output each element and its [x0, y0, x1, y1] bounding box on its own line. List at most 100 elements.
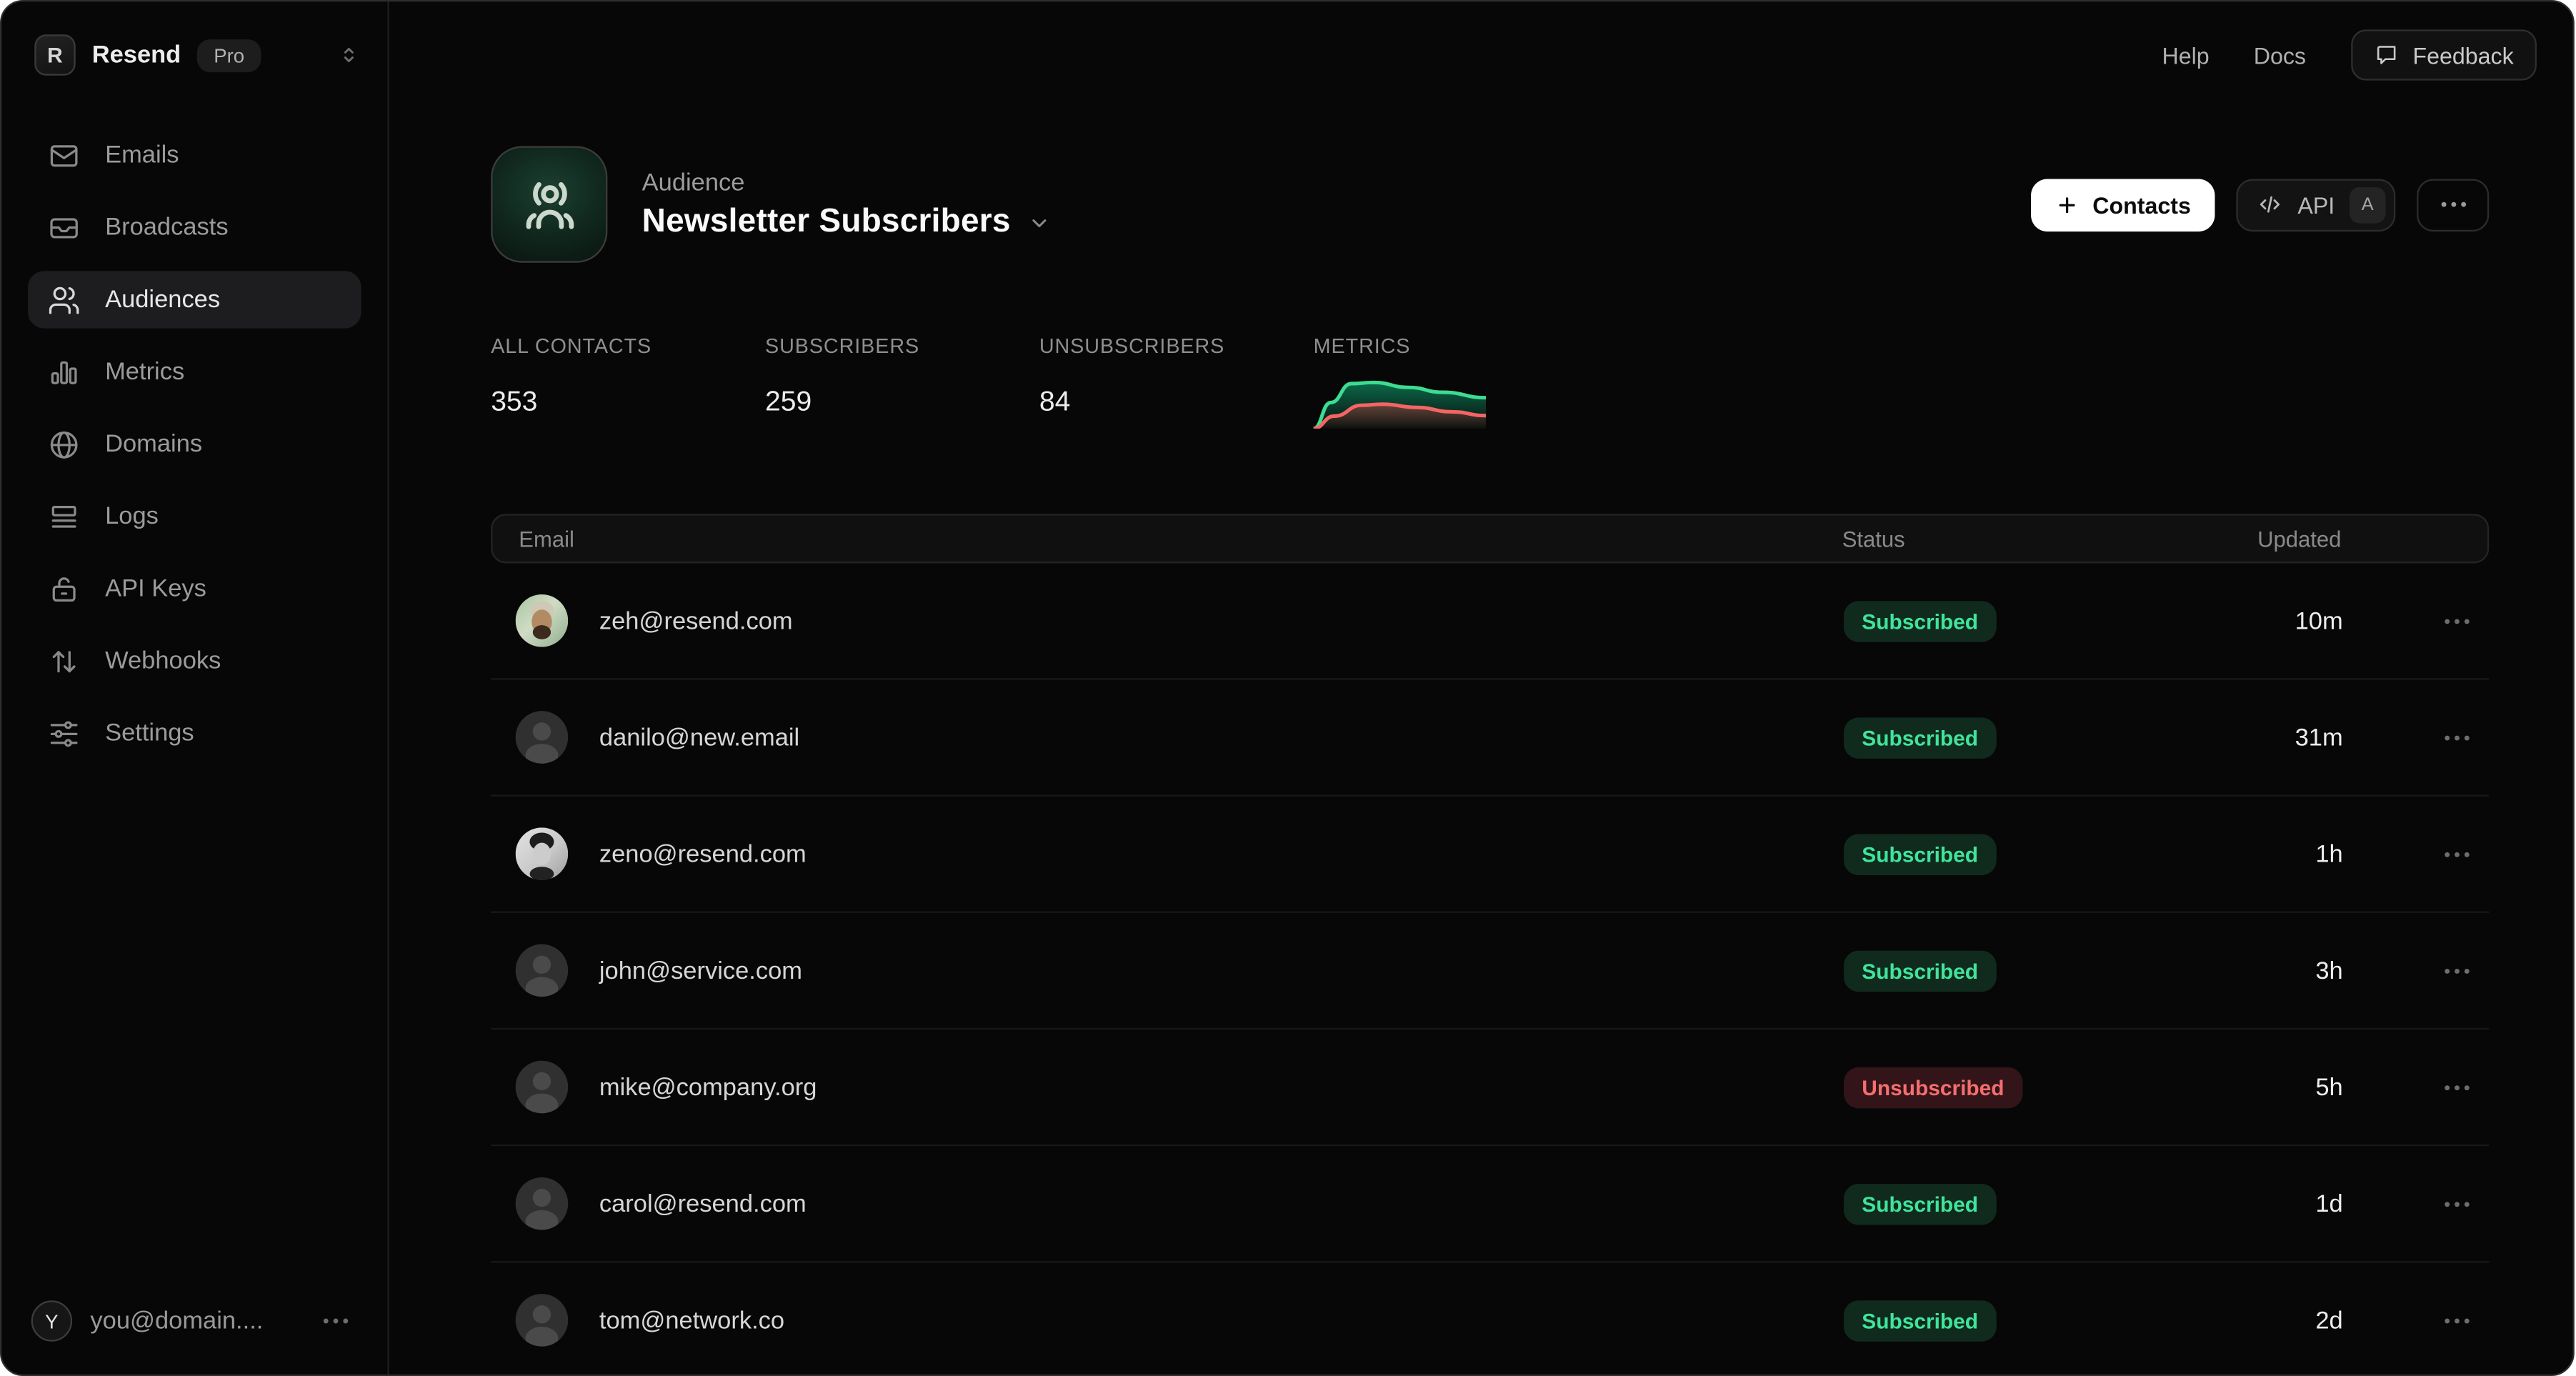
ellipsis-icon — [2445, 734, 2470, 740]
workspace-switcher[interactable]: R Resend Pro — [28, 34, 361, 76]
sidebar-item-webhooks[interactable]: Webhooks — [28, 632, 361, 689]
table-row[interactable]: danilo@new.email Subscribed 31m — [491, 680, 2490, 797]
contact-updated: 5h — [2315, 1072, 2343, 1102]
contact-avatar — [515, 1060, 569, 1114]
ellipsis-icon — [2445, 851, 2470, 857]
sidebar-item-label: Metrics — [105, 358, 185, 387]
contact-status-cell: Subscribed — [1844, 833, 2215, 874]
chevron-down-icon[interactable] — [1027, 211, 1050, 234]
status-badge: Subscribed — [1844, 833, 1997, 874]
logs-icon — [48, 500, 81, 533]
stat-label: ALL CONTACTS — [491, 334, 652, 359]
docs-link[interactable]: Docs — [2253, 41, 2307, 69]
sidebar-item-logs[interactable]: Logs — [28, 488, 361, 545]
contact-avatar — [515, 1177, 569, 1230]
table-row[interactable]: mike@company.org Unsubscribed 5h — [491, 1029, 2490, 1147]
contact-updated: 2d — [2315, 1306, 2343, 1335]
user-menu-ellipsis-icon[interactable] — [323, 1318, 358, 1324]
sidebar-item-label: Settings — [105, 719, 194, 747]
column-header-updated: Updated — [2257, 526, 2342, 552]
user-avatar: Y — [31, 1300, 73, 1342]
sidebar-item-label: API Keys — [105, 574, 206, 603]
globe-icon — [48, 428, 81, 461]
row-actions-button[interactable] — [2343, 1201, 2490, 1207]
header-more-button[interactable] — [2417, 178, 2490, 231]
sidebar-item-settings[interactable]: Settings — [28, 704, 361, 762]
row-actions-button[interactable] — [2343, 618, 2490, 624]
table-row[interactable]: carol@resend.com Subscribed 1d — [491, 1146, 2490, 1263]
plan-badge: Pro — [197, 39, 261, 71]
bar-chart-icon — [48, 356, 81, 389]
page-header: Audience Newsletter Subscribers Contacts… — [491, 146, 2490, 263]
row-actions-button[interactable] — [2343, 967, 2490, 973]
row-actions-button[interactable] — [2343, 1317, 2490, 1323]
status-badge: Subscribed — [1844, 717, 1997, 758]
api-button[interactable]: API A — [2237, 178, 2396, 231]
sidebar-item-metrics[interactable]: Metrics — [28, 343, 361, 400]
contact-email: john@service.com — [599, 956, 802, 984]
feedback-label: Feedback — [2412, 41, 2514, 69]
contact-email: carol@resend.com — [599, 1190, 807, 1218]
table-row[interactable]: zeno@resend.com Subscribed 1h — [491, 797, 2490, 913]
ellipsis-icon — [2445, 618, 2470, 624]
sidebar-item-label: Audiences — [105, 285, 221, 314]
contact-avatar — [515, 711, 569, 764]
arrows-up-down-icon — [48, 644, 81, 677]
table-row[interactable]: tom@network.co Subscribed 2d — [491, 1262, 2490, 1374]
stat-unsubscribers: UNSUBSCRIBERS 84 — [1039, 335, 1314, 429]
row-actions-button[interactable] — [2343, 851, 2490, 857]
audience-icon — [491, 146, 608, 263]
status-badge: Subscribed — [1844, 1300, 1997, 1341]
contact-status-cell: Subscribed — [1844, 717, 2215, 758]
add-contacts-button[interactable]: Contacts — [2030, 178, 2216, 231]
contact-email-cell: zeh@resend.com — [515, 594, 1844, 647]
status-badge: Unsubscribed — [1844, 1066, 2022, 1108]
stat-value: 259 — [765, 386, 812, 417]
sliders-icon — [48, 717, 81, 749]
code-icon — [2258, 192, 2282, 216]
sidebar-nav: Emails Broadcasts Audiences Metrics Doma… — [28, 126, 361, 762]
contact-email-cell: zeno@resend.com — [515, 827, 1844, 880]
row-actions-button[interactable] — [2343, 734, 2490, 740]
mail-icon — [48, 139, 81, 171]
sidebar-item-domains[interactable]: Domains — [28, 415, 361, 472]
table-body: zeh@resend.com Subscribed 10m danilo@new… — [491, 563, 2490, 1374]
user-menu[interactable]: Y you@domain.... — [28, 1300, 361, 1342]
contact-email-cell: danilo@new.email — [515, 711, 1844, 764]
table-row[interactable]: zeh@resend.com Subscribed 10m — [491, 563, 2490, 680]
sidebar-item-emails[interactable]: Emails — [28, 126, 361, 184]
sidebar-item-label: Emails — [105, 141, 179, 169]
stat-value: 353 — [491, 386, 538, 417]
contact-status-cell: Subscribed — [1844, 1300, 2215, 1341]
help-link[interactable]: Help — [2162, 41, 2210, 69]
contact-updated: 1d — [2315, 1190, 2343, 1218]
feedback-button[interactable]: Feedback — [2350, 29, 2537, 81]
contact-avatar — [515, 594, 569, 647]
ellipsis-icon — [2445, 1317, 2470, 1323]
lock-icon — [48, 572, 81, 605]
chevrons-up-down-icon[interactable] — [336, 43, 361, 67]
api-shortcut-badge: A — [2349, 186, 2386, 223]
contact-email: zeh@resend.com — [599, 607, 793, 635]
sidebar-item-broadcasts[interactable]: Broadcasts — [28, 199, 361, 256]
sidebar-item-label: Webhooks — [105, 647, 221, 675]
contact-email-cell: tom@network.co — [515, 1294, 1844, 1347]
sidebar-item-audiences[interactable]: Audiences — [28, 271, 361, 329]
brand-name: Resend — [91, 41, 181, 69]
sidebar-item-label: Domains — [105, 430, 203, 459]
chat-bubble-icon — [2373, 43, 2397, 67]
sidebar-item-api-keys[interactable]: API Keys — [28, 560, 361, 617]
row-actions-button[interactable] — [2343, 1085, 2490, 1090]
table-header: Email Status Updated — [491, 514, 2490, 564]
user-email: you@domain.... — [90, 1307, 264, 1335]
header-actions: Contacts API A — [2030, 178, 2490, 231]
contact-avatar — [515, 1294, 569, 1347]
ellipsis-icon — [2445, 1085, 2470, 1090]
page-title: Newsletter Subscribers — [641, 202, 1011, 239]
inbox-icon — [48, 211, 81, 244]
table-row[interactable]: john@service.com Subscribed 3h — [491, 913, 2490, 1030]
contacts-table: Email Status Updated zeh@resend.com Subs… — [491, 514, 2490, 1374]
stat-label: METRICS — [1313, 334, 1411, 359]
